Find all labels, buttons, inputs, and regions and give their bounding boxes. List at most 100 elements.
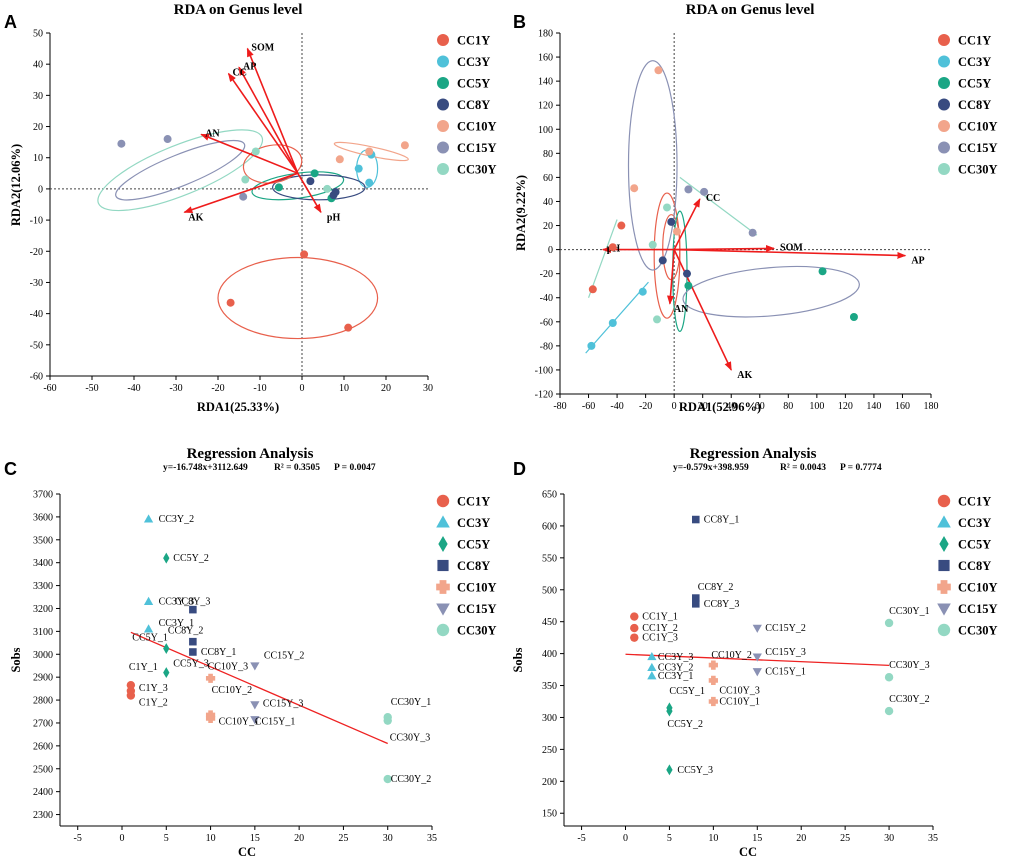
env-arrow-label-som: SOM xyxy=(251,43,274,54)
y-tick-label: 3500 xyxy=(33,535,53,546)
point-label: CC3Y_1 xyxy=(658,671,694,682)
y-tick-label: 3200 xyxy=(33,604,53,615)
sample-point-cc8y xyxy=(692,594,700,602)
sample-point-cc30y xyxy=(241,175,250,184)
sample-point-cc10y xyxy=(673,227,682,236)
sample-point-cc8y xyxy=(329,191,338,200)
legend-label-cc5y: CC5Y xyxy=(457,77,490,91)
sample-point-cc1y xyxy=(617,221,626,230)
y-tick-label: 100 xyxy=(538,125,553,136)
sample-point-cc5y xyxy=(684,281,693,290)
y-tick-label: 2400 xyxy=(33,787,53,798)
y-tick-label: -100 xyxy=(535,365,553,376)
env-arrow-an xyxy=(200,133,299,175)
sample-point-cc30y xyxy=(323,184,332,193)
point-label: CC30Y_3 xyxy=(889,660,930,671)
point-label: CC15Y_1 xyxy=(255,717,296,728)
y-tick-label: 400 xyxy=(542,649,557,660)
y-tick-label: 2700 xyxy=(33,718,53,729)
point-label: CC8Y_2 xyxy=(698,582,734,593)
panel-c-title: Regression Analysis xyxy=(187,446,314,462)
y-tick-label: 300 xyxy=(542,713,557,724)
env-arrow-ak xyxy=(183,172,299,214)
panel-d-title: Regression Analysis xyxy=(690,446,817,462)
env-arrow-cc xyxy=(673,198,701,250)
x-tick-label: 140 xyxy=(866,401,881,412)
x-tick-label: 60 xyxy=(755,401,765,412)
sample-point-cc15y xyxy=(748,228,757,237)
x-tick-label: -50 xyxy=(85,383,98,394)
sample-point-cc15y xyxy=(239,192,248,201)
env-arrow-label-ap: AP xyxy=(911,256,924,267)
legend-marker-cc10y xyxy=(436,580,450,594)
legend-label-cc15y: CC15Y xyxy=(457,602,497,616)
sample-point-cc10y xyxy=(205,673,216,683)
y-tick-label: 650 xyxy=(542,490,557,501)
point-label: CC10Y_1 xyxy=(719,697,760,708)
sample-point-cc5y xyxy=(818,267,827,276)
x-tick-label: 20 xyxy=(381,383,391,394)
x-tick-label: -40 xyxy=(610,401,623,412)
legend-marker-cc30y xyxy=(938,163,950,175)
y-tick-label: 350 xyxy=(542,681,557,692)
x-tick-label: 20 xyxy=(698,401,708,412)
point-label: CC30Y_2 xyxy=(391,774,432,785)
point-label: CC5Y_2 xyxy=(667,719,703,730)
confidence-ellipse-cc15y xyxy=(627,60,678,271)
legend-marker-cc5y xyxy=(438,535,448,553)
legend-label-cc10y: CC10Y xyxy=(958,120,998,134)
sample-point-cc5y xyxy=(274,183,283,192)
sample-point-cc10y xyxy=(205,713,216,724)
x-tick-label: 15 xyxy=(752,833,762,844)
y-tick-label: 160 xyxy=(538,53,553,64)
x-tick-label: -40 xyxy=(127,383,140,394)
panel-b: -80 -60 -40 -20 0 20 40 60 80 100 120 140 160 180 -120… xyxy=(535,29,939,413)
sample-point-cc1y xyxy=(300,250,309,259)
y-tick-label: 3400 xyxy=(33,558,53,569)
sample-point-cc1y xyxy=(630,633,639,642)
legend-label-cc1y: CC1Y xyxy=(958,34,991,48)
x-tick-label: 10 xyxy=(708,833,718,844)
sample-point-cc15y xyxy=(752,624,762,633)
y-tick-label: 250 xyxy=(542,745,557,756)
x-tick-label: 10 xyxy=(206,833,216,844)
y-tick-label: -50 xyxy=(30,340,43,351)
sample-point-cc15y xyxy=(684,185,693,194)
y-tick-label: -120 xyxy=(535,390,553,401)
sample-point-cc1y xyxy=(630,612,639,621)
y-tick-label: 180 xyxy=(538,29,553,40)
env-arrow-label-ap: AP xyxy=(243,61,256,72)
panel-letter-b: B xyxy=(513,12,526,32)
y-tick-label: 3000 xyxy=(33,650,53,661)
legend-label-cc30y: CC30Y xyxy=(457,163,497,177)
panel-letter-d: D xyxy=(513,459,526,479)
x-tick-label: 80 xyxy=(783,401,793,412)
y-tick-label: 3600 xyxy=(33,512,53,523)
sample-point-cc8y xyxy=(189,637,197,646)
point-label: CC8Y_3 xyxy=(175,597,211,608)
legend-label-cc8y: CC8Y xyxy=(958,98,991,112)
sample-point-cc1y xyxy=(588,285,597,294)
y-tick-label: 600 xyxy=(542,521,557,532)
x-tick-label: 5 xyxy=(667,833,672,844)
sample-point-cc5y xyxy=(666,702,673,714)
x-tick-label: 10 xyxy=(339,383,349,394)
legend-marker-cc30y xyxy=(937,623,951,637)
legend-marker-cc3y xyxy=(437,55,449,68)
x-tick-label: 25 xyxy=(338,833,348,844)
sample-point-cc3y xyxy=(638,287,647,296)
legend-a: CC1Y CC3Y CC5Y CC8Y CC10Y CC15Y CC30Y xyxy=(437,34,497,177)
legend-marker-cc5y xyxy=(939,535,949,553)
y-tick-label: -10 xyxy=(30,216,43,227)
legend-marker-cc10y xyxy=(937,580,951,594)
sample-point-cc3y xyxy=(143,596,154,605)
y-tick-label: 80 xyxy=(543,149,553,160)
y-tick-label: 150 xyxy=(542,809,557,820)
panel-b-ylabel: RDA2(9.22%) xyxy=(514,175,528,251)
sample-point-cc5y xyxy=(163,667,170,679)
sample-point-cc5y xyxy=(849,312,858,321)
legends: CC1YCC3YCC5YCC8YCC10YCC15YCC30YCC1YCC3YC… xyxy=(436,34,998,638)
y-tick-label: 3300 xyxy=(33,581,53,592)
point-label: CC3Y_1 xyxy=(159,618,195,629)
